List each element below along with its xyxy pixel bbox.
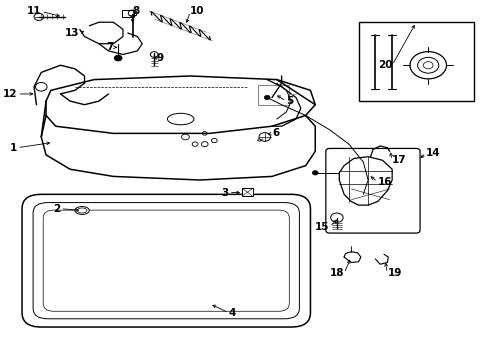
Text: 7: 7 bbox=[106, 42, 113, 52]
Bar bbox=[122, 10, 133, 17]
Text: 19: 19 bbox=[386, 268, 401, 278]
Text: 17: 17 bbox=[391, 155, 406, 165]
Text: 11: 11 bbox=[27, 6, 41, 17]
Text: 16: 16 bbox=[377, 177, 391, 187]
Bar bbox=[242, 188, 252, 196]
Text: 5: 5 bbox=[286, 96, 293, 106]
Bar bbox=[257, 85, 288, 105]
Text: 20: 20 bbox=[377, 60, 391, 70]
Text: 1: 1 bbox=[10, 143, 17, 153]
Circle shape bbox=[264, 95, 269, 100]
Text: 18: 18 bbox=[329, 268, 344, 278]
Text: 13: 13 bbox=[65, 28, 80, 38]
Text: 12: 12 bbox=[3, 89, 17, 99]
Bar bbox=[358, 22, 473, 101]
Ellipse shape bbox=[75, 207, 89, 215]
Text: 3: 3 bbox=[221, 188, 228, 198]
Text: 14: 14 bbox=[425, 148, 440, 158]
Circle shape bbox=[114, 55, 122, 61]
Text: 2: 2 bbox=[53, 204, 61, 214]
Text: 10: 10 bbox=[190, 6, 204, 17]
Text: 8: 8 bbox=[132, 6, 140, 17]
Text: 15: 15 bbox=[315, 222, 329, 231]
Circle shape bbox=[312, 171, 318, 175]
Text: 4: 4 bbox=[228, 308, 236, 318]
Text: 9: 9 bbox=[156, 53, 163, 63]
Text: 6: 6 bbox=[271, 129, 279, 138]
